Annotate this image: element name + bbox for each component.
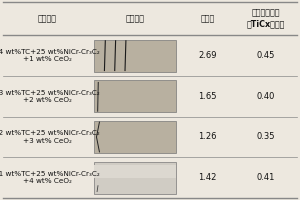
Text: 2.69: 2.69 (198, 51, 217, 60)
Text: 孔隙率: 孔隙率 (200, 14, 214, 23)
Text: 74 wt%TC+25 wt%NiCr-Cr₃C₂
+1 wt% CeO₂: 74 wt%TC+25 wt%NiCr-Cr₃C₂ +1 wt% CeO₂ (0, 49, 100, 62)
Text: 增強相碳化鈦
（TiCx）含量: 增強相碳化鈦 （TiCx）含量 (247, 9, 285, 29)
Bar (94, 165, 176, 178)
Bar (94, 162, 176, 194)
Text: 1.26: 1.26 (198, 132, 217, 141)
Text: 0.45: 0.45 (257, 51, 275, 60)
Text: 0.35: 0.35 (257, 132, 275, 141)
Text: 1.42: 1.42 (198, 173, 217, 182)
Text: 材料配方: 材料配方 (38, 14, 57, 23)
Text: 0.40: 0.40 (257, 92, 275, 101)
Text: 滲透探傷: 滲透探傷 (126, 14, 145, 23)
Text: 72 wt%TC+25 wt%NiCr-Cr₃C₂
+3 wt% CeO₂: 72 wt%TC+25 wt%NiCr-Cr₃C₂ +3 wt% CeO₂ (0, 130, 100, 144)
Text: 1.65: 1.65 (198, 92, 217, 101)
Bar (94, 121, 176, 153)
Bar (94, 40, 176, 72)
Bar (94, 80, 176, 112)
Text: 73 wt%TC+25 wt%NiCr-Cr₃C₂
+2 wt% CeO₂: 73 wt%TC+25 wt%NiCr-Cr₃C₂ +2 wt% CeO₂ (0, 90, 100, 103)
Text: 0.41: 0.41 (257, 173, 275, 182)
Text: 71 wt%TC+25 wt%NiCr-Cr₃C₂
+4 wt% CeO₂: 71 wt%TC+25 wt%NiCr-Cr₃C₂ +4 wt% CeO₂ (0, 171, 100, 184)
